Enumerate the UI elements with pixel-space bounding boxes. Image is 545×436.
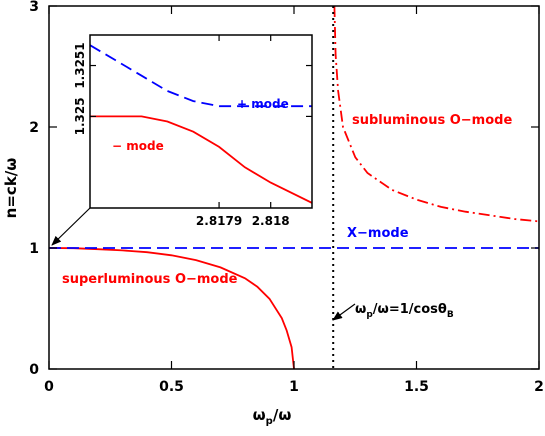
x-axis-label: ωp/ω <box>253 406 292 427</box>
plus-mode-label: + mode <box>237 97 289 111</box>
inset-pointer-arrow <box>51 207 91 246</box>
series-line-1 <box>333 6 539 223</box>
theta-b-arrow <box>332 303 356 321</box>
y-tick-label: 1.325 <box>73 97 87 135</box>
superluminous-label: superluminous O−mode <box>62 272 238 287</box>
x-tick-label: 1 <box>289 379 299 395</box>
minus-mode-label: − mode <box>112 139 164 153</box>
x-tick-label: 2 <box>534 379 544 395</box>
theta-b-annotation: ωp/ω=1/cosθB <box>355 302 454 320</box>
main-series-layer <box>49 6 539 369</box>
y-tick-label: 1.3251 <box>73 42 87 88</box>
x-tick-label: 0.5 <box>159 379 184 395</box>
x-mode-label: X−mode <box>347 226 409 241</box>
x-tick-label: 0 <box>44 379 54 395</box>
x-tick-label: 1.5 <box>404 379 429 395</box>
inset-series-layer <box>90 44 312 204</box>
y-tick-label: 3 <box>29 0 39 15</box>
subluminous-label: subluminous O−mode <box>352 113 512 128</box>
y-axis-label: n=ck/ω <box>2 158 20 219</box>
series-line-1 <box>90 115 312 204</box>
series-line-0 <box>49 247 295 369</box>
y-tick-label: 1 <box>29 241 39 257</box>
x-tick-label: 2.8179 <box>196 214 242 228</box>
series-line-0 <box>90 44 312 108</box>
main-axis-ticks: 0 0.5 1 1.5 2 0 1 2 3 <box>29 0 544 395</box>
inset-axis-ticks: 2.8179 2.818 1.325 1.3251 <box>73 35 312 228</box>
x-tick-label: 2.818 <box>252 214 290 228</box>
inset-background <box>90 35 312 208</box>
inset-plot-frame <box>89 34 313 209</box>
y-tick-label: 2 <box>29 120 39 136</box>
y-tick-label: 0 <box>29 362 39 378</box>
